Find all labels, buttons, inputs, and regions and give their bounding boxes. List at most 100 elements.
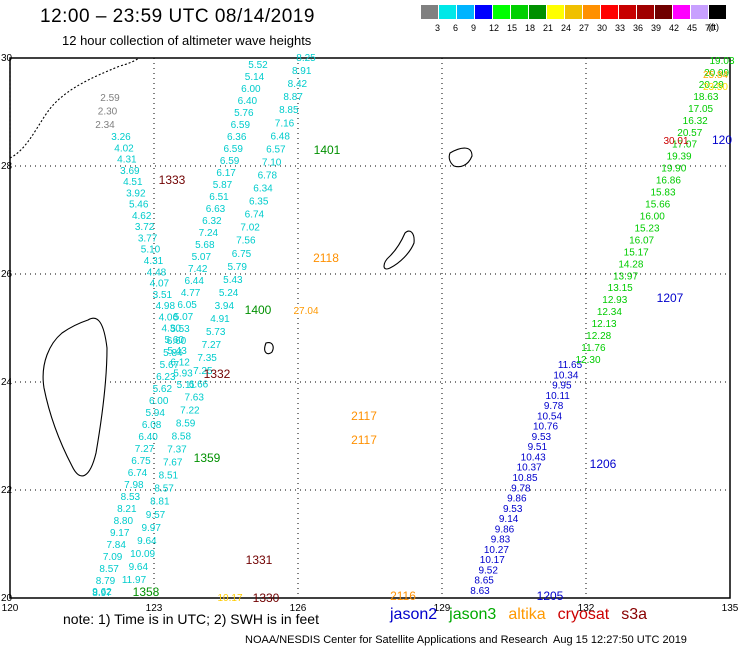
- footnote: note: 1) Time is in UTC; 2) SWH is in fe…: [63, 611, 319, 627]
- okinawa-island: [383, 230, 415, 270]
- swh-value: 7.35: [197, 353, 217, 364]
- swh-value: 3.94: [215, 301, 235, 312]
- swh-value: 7.09: [103, 552, 123, 563]
- legend-label: 6: [453, 23, 459, 33]
- swh-value: 7.67: [163, 458, 183, 469]
- swh-value: 4.07: [150, 279, 170, 290]
- swh-value: 19.03: [709, 56, 734, 67]
- legend-swatch: [565, 5, 582, 19]
- swh-value: 9.57: [146, 510, 166, 521]
- swh-value: 17.07: [672, 140, 697, 151]
- swh-value: 15.23: [634, 223, 659, 234]
- lon-tick-label: 120: [2, 603, 19, 614]
- swh-value: 5.67: [160, 360, 180, 371]
- swh-value: 10.85: [512, 473, 537, 484]
- lon-tick-label: 132: [578, 603, 595, 614]
- swh-value: 9.53: [503, 504, 523, 515]
- swh-value: 6.08: [142, 420, 162, 431]
- swh-value: 19.90: [661, 164, 686, 175]
- swh-value: 9.62: [92, 587, 112, 598]
- lon-tick-label: 129: [434, 603, 451, 614]
- swh-value: 5.68: [195, 240, 215, 251]
- swh-value: 9.95: [552, 381, 572, 392]
- swh-value: 8.81: [150, 497, 170, 508]
- swh-value: 20.29: [699, 80, 724, 91]
- legend-label: 12: [489, 23, 500, 33]
- swh-value: 14.28: [618, 259, 643, 270]
- legend-label: 3: [435, 23, 441, 33]
- swh-value: 15.66: [645, 200, 670, 211]
- swh-value: 2.59: [100, 93, 120, 104]
- legend-label: 42: [669, 23, 680, 33]
- swh-value: 3.92: [126, 188, 146, 199]
- swh-value: 9.78: [544, 401, 564, 412]
- swh-value: 5.46: [129, 200, 149, 211]
- swh-value: 5.07: [174, 312, 194, 323]
- coastlines: [9, 57, 473, 477]
- lat-tick-label: 22: [1, 485, 13, 496]
- legend-swatch: [619, 5, 636, 19]
- lat-tick-label: 30: [1, 53, 13, 64]
- swh-value: 5.79: [227, 262, 247, 273]
- swh-value: 4.98: [156, 301, 176, 312]
- lat-tick-label: 24: [1, 377, 13, 388]
- legend-label: 39: [651, 23, 662, 33]
- swh-value: 6.17: [216, 168, 236, 179]
- swh-value: 5.07: [192, 252, 212, 263]
- legend-swatch: [421, 5, 438, 19]
- swh-value: 4.02: [114, 143, 134, 154]
- swh-value: 6.05: [177, 300, 197, 311]
- legend-label: 45: [687, 23, 698, 33]
- pass-time-label: 1331: [246, 553, 273, 567]
- swh-value: 5.43: [223, 275, 243, 286]
- miyako-island: [264, 342, 274, 355]
- color-legend: 3 6 9 12 15 18 21 24 27 30 33 36 39 42 45 70: [421, 5, 727, 33]
- swh-value: 6.51: [209, 192, 229, 203]
- legend-swatch: [475, 5, 492, 19]
- swh-value: 6.75: [232, 249, 252, 260]
- pass-time-label: 1400: [245, 303, 272, 317]
- swh-value: 10.17: [217, 593, 242, 604]
- swh-value: 7.27: [202, 340, 222, 351]
- swh-value: 9.17: [110, 528, 130, 539]
- swh-value: 5.73: [206, 327, 226, 338]
- swh-value: 7.25: [193, 366, 213, 377]
- swh-value: 4.77: [181, 288, 201, 299]
- swh-value: 23.50: [703, 82, 728, 93]
- swh-value: 10.11: [546, 391, 571, 402]
- swh-value: 5.10: [141, 245, 161, 256]
- swh-value: 6.12: [170, 358, 190, 369]
- swh-value: 10.27: [484, 545, 509, 556]
- swh-value: 15.83: [650, 188, 675, 199]
- swh-value: 6.44: [184, 276, 204, 287]
- swh-value: 8.91: [292, 66, 312, 77]
- swh-value: 10.09: [130, 549, 155, 560]
- swh-value: 8.79: [96, 576, 116, 587]
- swh-value: 5.43: [167, 346, 187, 357]
- pass-time-label: 1401: [314, 143, 341, 157]
- swh-value: 8.85: [279, 105, 299, 116]
- legend-label: 30: [597, 23, 608, 33]
- swh-value: 7.22: [180, 405, 200, 416]
- swh-value: 8.51: [159, 471, 179, 482]
- swh-value: 5.11: [177, 380, 196, 391]
- swh-value: 7.02: [240, 223, 260, 234]
- legend-label: 36: [633, 23, 644, 33]
- swh-value: 11.97: [122, 575, 147, 586]
- swh-value: 18.63: [693, 92, 718, 103]
- legend-label: 9: [471, 23, 477, 33]
- swh-value: 8.87: [283, 92, 303, 103]
- swh-value: 6.59: [220, 156, 240, 167]
- swh-value: 9.78: [511, 483, 531, 494]
- swh-value: 4.62: [132, 211, 152, 222]
- swh-value: 9.86: [507, 494, 527, 505]
- lat-tick-label: 28: [1, 161, 13, 172]
- swh-value: 8.25: [296, 53, 316, 64]
- swh-value: 12.34: [597, 307, 622, 318]
- swh-value: 10.54: [537, 411, 562, 422]
- legend-label: 24: [561, 23, 572, 33]
- swh-value: 9.52: [478, 566, 498, 577]
- lon-tick-label: 135: [722, 603, 739, 614]
- legend-swatch: [439, 5, 456, 19]
